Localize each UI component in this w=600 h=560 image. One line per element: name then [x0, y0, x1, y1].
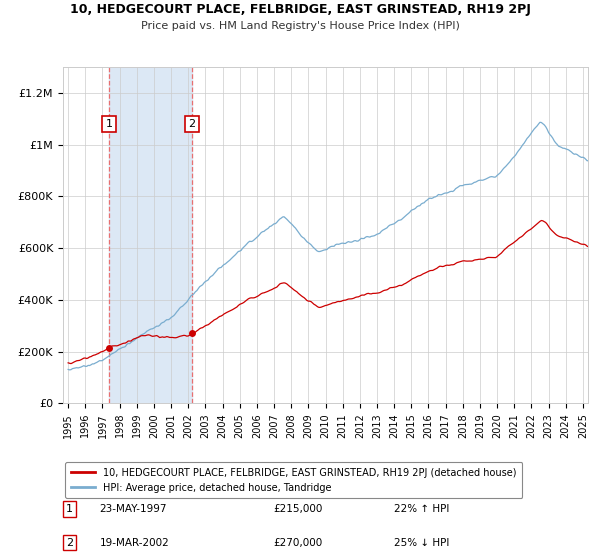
Text: £215,000: £215,000 — [273, 504, 322, 514]
Text: 23-MAY-1997: 23-MAY-1997 — [100, 504, 167, 514]
Text: 25% ↓ HPI: 25% ↓ HPI — [394, 538, 449, 548]
Text: 1: 1 — [66, 504, 73, 514]
Text: £270,000: £270,000 — [273, 538, 322, 548]
Text: Price paid vs. HM Land Registry's House Price Index (HPI): Price paid vs. HM Land Registry's House … — [140, 21, 460, 31]
Legend: 10, HEDGECOURT PLACE, FELBRIDGE, EAST GRINSTEAD, RH19 2PJ (detached house), HPI:: 10, HEDGECOURT PLACE, FELBRIDGE, EAST GR… — [65, 462, 523, 498]
Text: 2: 2 — [66, 538, 73, 548]
Text: 22% ↑ HPI: 22% ↑ HPI — [394, 504, 449, 514]
Text: 1: 1 — [106, 119, 112, 129]
Bar — [109, 67, 192, 403]
Text: 10, HEDGECOURT PLACE, FELBRIDGE, EAST GRINSTEAD, RH19 2PJ: 10, HEDGECOURT PLACE, FELBRIDGE, EAST GR… — [70, 3, 530, 16]
Text: 19-MAR-2002: 19-MAR-2002 — [100, 538, 170, 548]
Text: 2: 2 — [188, 119, 196, 129]
